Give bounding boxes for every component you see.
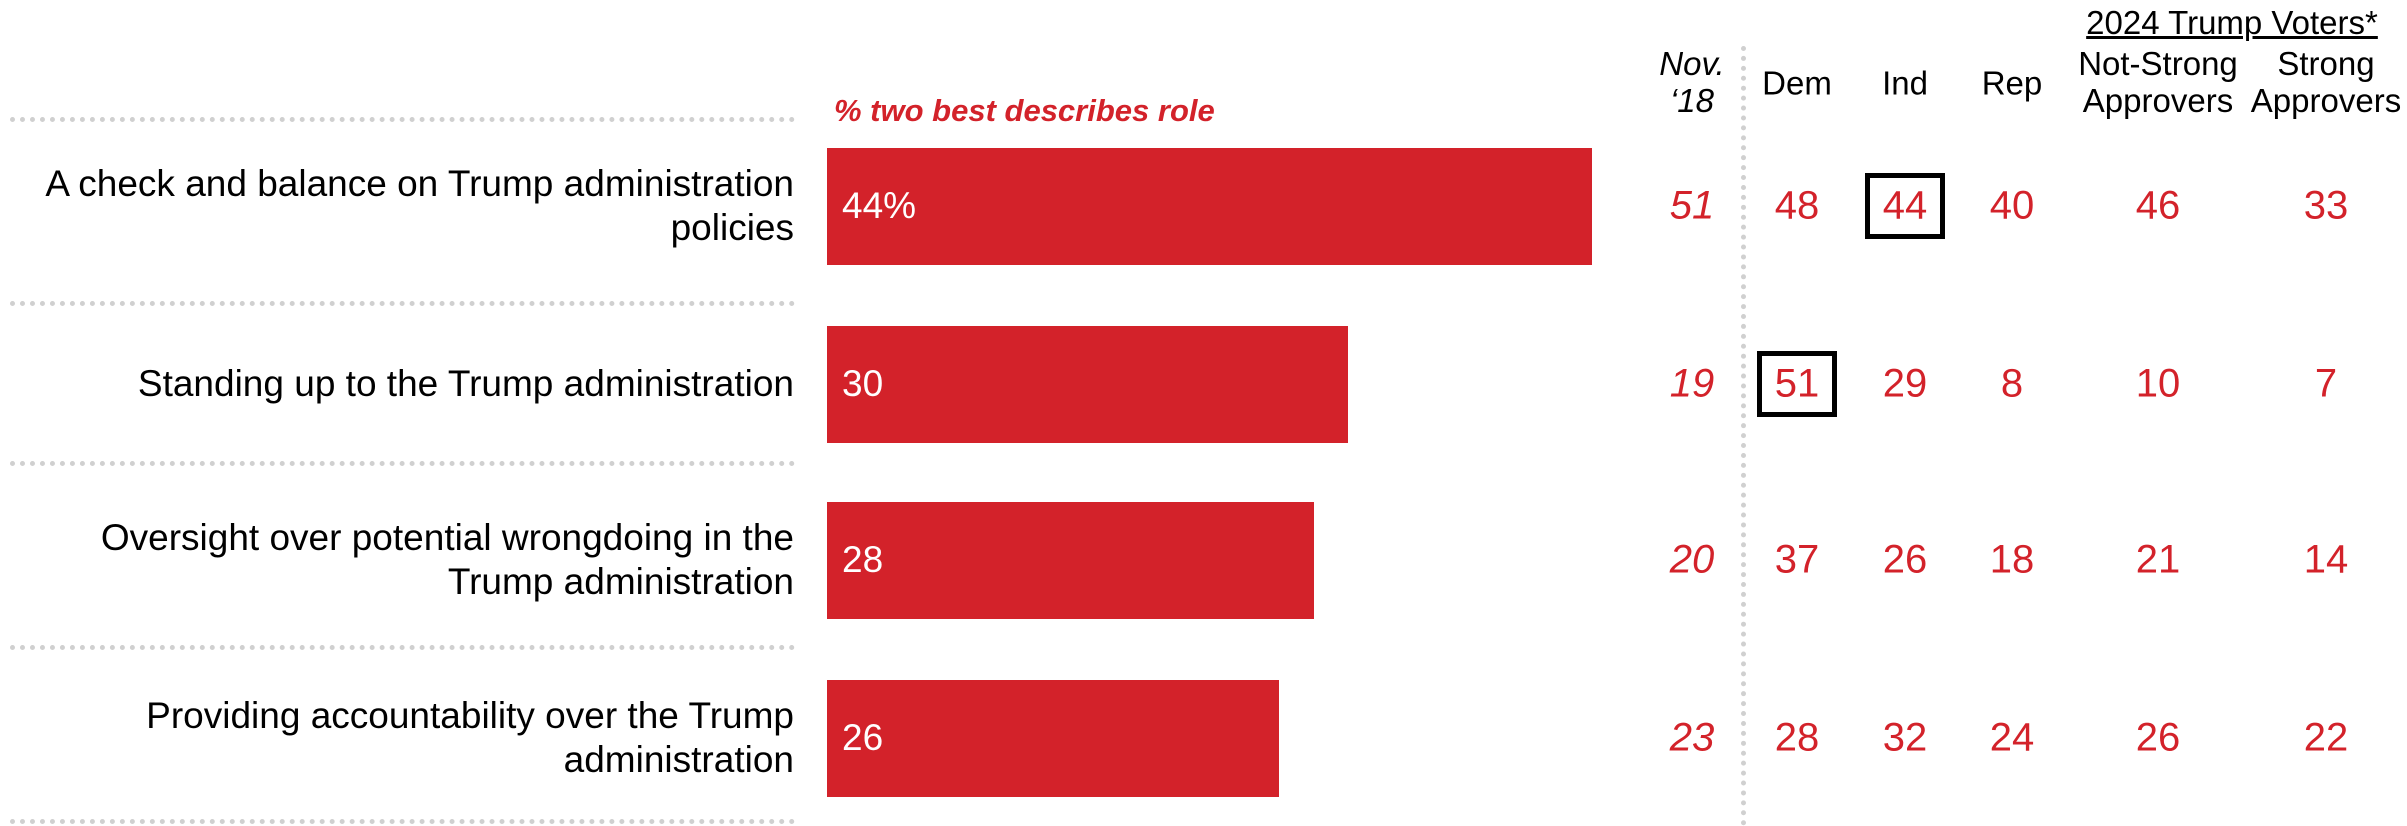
column-header-line: Ind xyxy=(1882,64,1928,102)
table-cell: 26 xyxy=(1882,537,1928,582)
table-cell: 37 xyxy=(1774,537,1820,582)
category-label: Standing up to the Trump administration xyxy=(137,363,794,404)
value-label: 30 xyxy=(842,363,884,404)
value-label: 44% xyxy=(842,185,917,226)
table-cell: 8 xyxy=(2000,361,2024,406)
table-cell: 20 xyxy=(1669,537,1715,582)
separator xyxy=(10,461,795,466)
column-header-line: Nov. xyxy=(1659,45,1725,82)
table-cell: 14 xyxy=(2303,537,2349,582)
column-header: Ind xyxy=(1815,65,1995,102)
bar xyxy=(827,326,1349,443)
column-header-line: Strong xyxy=(2277,45,2375,82)
table-cell: 51 xyxy=(1774,361,1820,406)
column-header-line: Not-Strong xyxy=(2078,45,2238,82)
column-header-line: Rep xyxy=(1981,64,2043,102)
separator xyxy=(10,819,795,824)
separator xyxy=(10,645,795,650)
category-label: Oversight over potential wrongdoing in t… xyxy=(100,517,794,602)
value-label: 26 xyxy=(842,717,884,758)
table-cell: 24 xyxy=(1989,715,2035,760)
column-header-line: Approvers xyxy=(2250,82,2402,119)
divider xyxy=(1741,46,1746,826)
table-cell: 23 xyxy=(1669,715,1715,760)
separator xyxy=(10,117,795,122)
table-cell: 44 xyxy=(1882,183,1928,228)
table-cell: 29 xyxy=(1882,361,1928,406)
highlight-box xyxy=(1757,351,1837,417)
column-header: Dem xyxy=(1707,65,1887,102)
table-cell: 7 xyxy=(2314,361,2338,406)
table-cell: 10 xyxy=(2135,361,2181,406)
bar xyxy=(827,148,1592,265)
group-header: 2024 Trump Voters* xyxy=(2086,4,2378,41)
table-cell: 46 xyxy=(2135,183,2181,228)
column-header-line: Dem xyxy=(1762,64,1832,102)
separator xyxy=(10,301,795,306)
column-header: Strong Approvers xyxy=(2236,45,2407,119)
column-header-line: ‘18 xyxy=(1669,82,1715,119)
table-cell: 18 xyxy=(1989,537,2035,582)
bar xyxy=(827,502,1314,619)
column-header: Nov. ‘18 xyxy=(1602,45,1782,119)
column-header-line: Approvers xyxy=(2082,82,2234,119)
table-cell: 40 xyxy=(1989,183,2035,228)
column-header: Rep xyxy=(1922,65,2102,102)
table-cell: 33 xyxy=(2303,183,2349,228)
table-cell: 28 xyxy=(1774,715,1820,760)
value-label: 28 xyxy=(842,539,884,580)
column-header: Not-Strong Approvers xyxy=(2068,45,2248,119)
subtitle: % two best describes role xyxy=(834,93,1215,128)
table-cell: 26 xyxy=(2135,715,2181,760)
category-label: Providing accountability over the Trump … xyxy=(146,695,794,780)
table-cell: 21 xyxy=(2135,537,2181,582)
table-cell: 19 xyxy=(1669,361,1715,406)
category-label: A check and balance on Trump administrat… xyxy=(45,163,794,248)
table-cell: 22 xyxy=(2303,715,2349,760)
bar xyxy=(827,680,1279,797)
highlight-box xyxy=(1865,173,1945,239)
table-cell: 32 xyxy=(1882,715,1928,760)
table-cell: 51 xyxy=(1669,183,1715,228)
table-cell: 48 xyxy=(1774,183,1820,228)
